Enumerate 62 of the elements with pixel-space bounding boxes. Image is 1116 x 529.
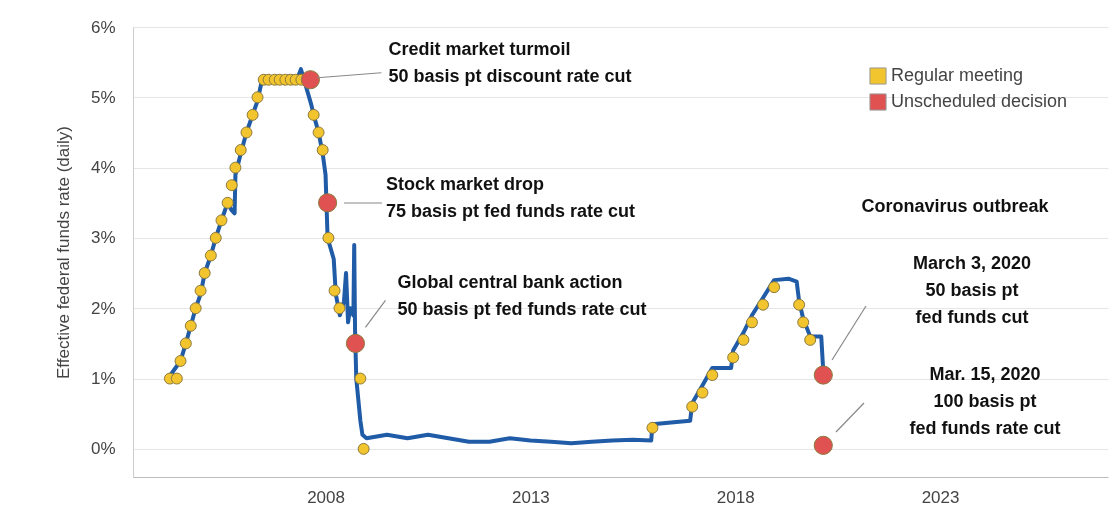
point bbox=[179, 337, 192, 350]
point bbox=[686, 400, 699, 413]
y-tick-label: 4% bbox=[90, 158, 116, 178]
point bbox=[345, 333, 366, 353]
point bbox=[354, 372, 367, 385]
y-tick-label: 6% bbox=[90, 17, 116, 37]
annotation: March 3, 2020 50 basis pt fed funds cut bbox=[912, 253, 1032, 327]
point bbox=[251, 91, 264, 104]
y-tick-label: 1% bbox=[90, 369, 116, 389]
x-tick-label: 2018 bbox=[716, 487, 755, 507]
annotation: Coronavirus outbreak bbox=[861, 196, 1050, 216]
point bbox=[240, 126, 253, 139]
point bbox=[357, 442, 370, 455]
x-tick-label: 2023 bbox=[921, 487, 960, 507]
y-tick-label: 5% bbox=[90, 87, 116, 107]
point bbox=[198, 267, 211, 280]
point bbox=[215, 214, 228, 227]
point bbox=[170, 372, 183, 385]
point bbox=[189, 302, 202, 315]
point bbox=[229, 161, 242, 174]
point bbox=[333, 302, 346, 315]
point bbox=[813, 435, 833, 455]
point bbox=[813, 365, 833, 385]
legend-label: Regular meeting bbox=[891, 65, 1024, 85]
point bbox=[246, 108, 259, 121]
point bbox=[737, 333, 750, 346]
point bbox=[757, 298, 770, 311]
x-tick-label: 2013 bbox=[511, 487, 550, 507]
point bbox=[768, 281, 781, 294]
y-tick-label: 2% bbox=[90, 298, 116, 318]
x-tick-label: 2008 bbox=[307, 487, 345, 507]
y-axis-title: Effective federal funds rate (daily) bbox=[53, 126, 73, 379]
point bbox=[793, 298, 806, 311]
point bbox=[328, 284, 341, 297]
y-tick-label: 0% bbox=[90, 439, 116, 459]
point bbox=[300, 70, 320, 90]
annotation: Credit market turmoil 50 basis pt discount rate cut bbox=[388, 38, 632, 86]
point bbox=[316, 144, 329, 157]
point bbox=[727, 351, 740, 364]
y-tick-label: 3% bbox=[90, 228, 116, 248]
point bbox=[204, 249, 217, 262]
point bbox=[646, 421, 659, 434]
point bbox=[322, 231, 335, 244]
point bbox=[184, 319, 197, 332]
annotation: Global central bank action 50 basis pt fed funds rate cut bbox=[397, 272, 647, 320]
point bbox=[209, 231, 222, 244]
legend-label: Unscheduled decision bbox=[891, 91, 1068, 111]
point bbox=[221, 196, 234, 209]
annotation: Stock market drop 75 basis pt fed funds rate cut bbox=[386, 174, 636, 221]
point bbox=[746, 316, 758, 329]
point bbox=[234, 144, 247, 157]
point bbox=[225, 179, 238, 192]
point bbox=[706, 369, 719, 382]
point bbox=[312, 126, 325, 139]
point bbox=[696, 386, 709, 399]
point bbox=[318, 193, 338, 213]
point bbox=[307, 108, 320, 121]
point bbox=[174, 355, 187, 367]
point bbox=[804, 333, 817, 346]
annotation: Mar. 15, 2020 100 basis pt fed funds rate cut bbox=[909, 364, 1061, 438]
point bbox=[797, 316, 810, 329]
point bbox=[194, 284, 207, 297]
